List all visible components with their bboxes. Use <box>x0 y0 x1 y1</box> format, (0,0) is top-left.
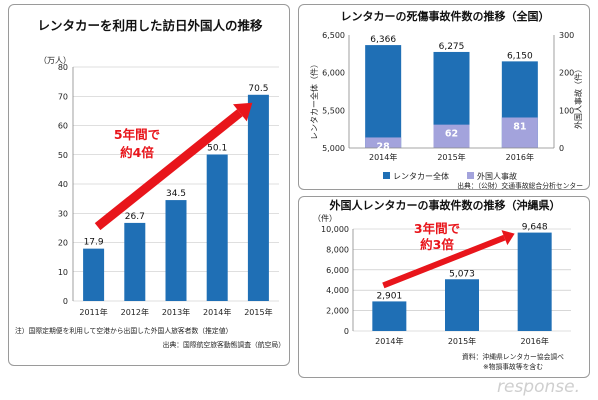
chart-title: 外国人レンタカーの事故件数の推移（沖縄県） <box>329 198 561 212</box>
legend-swatch-total <box>383 172 390 179</box>
growth-arrowhead <box>233 102 253 122</box>
okinawa-accidents-chart: 外国人レンタカーの事故件数の推移（沖縄県） （件） 0 2,000 4,000 6,0… <box>313 198 571 371</box>
source-note: 出典：（公財）交通事故総合分析センター <box>457 181 583 190</box>
y2-tick-label: 300 <box>559 31 574 40</box>
bar-value-label: 34.5 <box>166 189 186 199</box>
source-note: 資料：沖縄県レンタカー協会調べ <box>462 352 564 361</box>
x-tick-label: 2016年 <box>520 336 548 346</box>
chart-panel-visitors: レンタカーを利用した訪日外国人の推移 （万人） 0 10 20 30 40 50 60 70 8… <box>8 4 290 366</box>
bar-value-label: 6,150 <box>507 51 533 61</box>
y-tick-label: 30 <box>58 209 68 218</box>
y-axis-unit: （件） <box>313 213 337 223</box>
y2-axis-label: 外国人事故（件） <box>573 65 583 129</box>
bar-value-label: 70.5 <box>248 84 268 94</box>
national-accidents-chart: レンタカーの死傷事故件数の推移（全国） 5,000 5,500 6,000 6,500… <box>309 9 583 190</box>
y-tick-label: 5,500 <box>322 106 345 115</box>
x-tick-label: 2016年 <box>506 152 534 162</box>
visitors-chart: レンタカーを利用した訪日外国人の推移 （万人） 0 10 20 30 40 50 60 70 8… <box>15 18 285 349</box>
y-tick-label: 0 <box>63 297 68 306</box>
bar-value-label: 6,275 <box>439 42 465 52</box>
annotation-line-1: 5年間で <box>114 127 160 142</box>
y-tick-label: 8,000 <box>326 245 349 254</box>
foreign-value-label: 62 <box>445 129 458 140</box>
legend-label-foreign: 外国人事故 <box>477 171 517 181</box>
bar <box>165 200 187 301</box>
y-tick-label: 5,000 <box>322 144 345 153</box>
growth-arrowhead <box>501 230 515 246</box>
bar-value-label: 6,366 <box>370 35 396 45</box>
x-tick-label: 2015年 <box>437 152 465 162</box>
source-note: 出典：国際航空旅客動態調査（航空局） <box>163 340 285 349</box>
bar-value-label: 9,648 <box>522 223 548 233</box>
y-tick-label: 20 <box>58 239 68 248</box>
bar <box>124 222 146 301</box>
y2-tick-label: 200 <box>559 69 574 78</box>
footnote: 注）国際定期便を利用して空港から出国した外国人旅客者数（推定値） <box>15 326 232 335</box>
growth-arrow <box>382 234 506 289</box>
watermark-logo: response. <box>497 377 580 397</box>
chart-panel-accidents-okinawa: 外国人レンタカーの事故件数の推移（沖縄県） （件） 0 2,000 4,000 6,0… <box>298 196 590 378</box>
bar <box>83 248 105 301</box>
annotation-line-2: 約4倍 <box>120 145 154 160</box>
y-tick-label: 4,000 <box>326 286 349 295</box>
x-tick-label: 2012年 <box>121 307 149 317</box>
y2-tick-label: 0 <box>559 144 564 153</box>
bar <box>206 154 228 301</box>
chart-title: レンタカーの死傷事故件数の推移（全国） <box>341 9 550 23</box>
growth-arrow <box>94 109 243 231</box>
bar-value-label: 50.1 <box>207 143 227 153</box>
y-axis-unit: （万人） <box>39 56 71 65</box>
x-tick-label: 2011年 <box>79 307 107 317</box>
y-tick-label: 50 <box>58 151 68 160</box>
bar-value-label: 26.7 <box>125 212 145 222</box>
bar <box>517 232 552 331</box>
annotation-line-2: 約3倍 <box>420 237 454 252</box>
legend-label-total: レンタカー全体 <box>393 171 449 181</box>
bar-foreign <box>433 124 470 148</box>
foreign-value-label: 81 <box>513 121 526 132</box>
x-tick-label: 2014年 <box>375 336 403 346</box>
bar <box>445 279 479 331</box>
bar-value-label: 5,073 <box>449 269 475 279</box>
foreign-value-label: 28 <box>377 141 391 152</box>
y-tick-label: 40 <box>58 180 68 189</box>
chart-panel-accidents-national: レンタカーの死傷事故件数の推移（全国） 5,000 5,500 6,000 6,500… <box>298 4 590 190</box>
bar-value-label: 2,901 <box>376 291 402 301</box>
y-tick-label: 80 <box>58 63 68 72</box>
x-tick-label: 2014年 <box>203 307 231 317</box>
chart-title: レンタカーを利用した訪日外国人の推移 <box>37 18 263 33</box>
y-tick-label: 10 <box>58 268 68 277</box>
y2-tick-label: 100 <box>559 106 574 115</box>
x-tick-label: 2013年 <box>162 307 190 317</box>
x-tick-label: 2014年 <box>369 152 397 162</box>
x-tick-label: 2015年 <box>244 307 272 317</box>
bar-foreign <box>501 117 538 148</box>
bar-total <box>365 45 402 148</box>
y-tick-label: 6,000 <box>326 266 349 275</box>
y-tick-label: 6,000 <box>322 69 345 78</box>
bar-value-label: 17.9 <box>84 238 104 248</box>
y-tick-label: 6,500 <box>322 31 345 40</box>
y-tick-label: 2,000 <box>326 307 349 316</box>
legend-swatch-foreign <box>467 172 474 179</box>
bar <box>247 94 269 301</box>
y-tick-label: 60 <box>58 122 68 131</box>
y-tick-label: 10,000 <box>321 225 349 234</box>
y-tick-label: 0 <box>344 327 349 336</box>
y-axis-label: レンタカー全体（件） <box>309 60 319 140</box>
bar-foreign <box>365 137 402 148</box>
bar <box>372 301 407 331</box>
y-tick-label: 70 <box>58 92 68 101</box>
footnote: ※物損事故等を含む <box>483 362 543 371</box>
annotation-line-1: 3年間で <box>414 221 460 236</box>
x-tick-label: 2015年 <box>448 336 476 346</box>
